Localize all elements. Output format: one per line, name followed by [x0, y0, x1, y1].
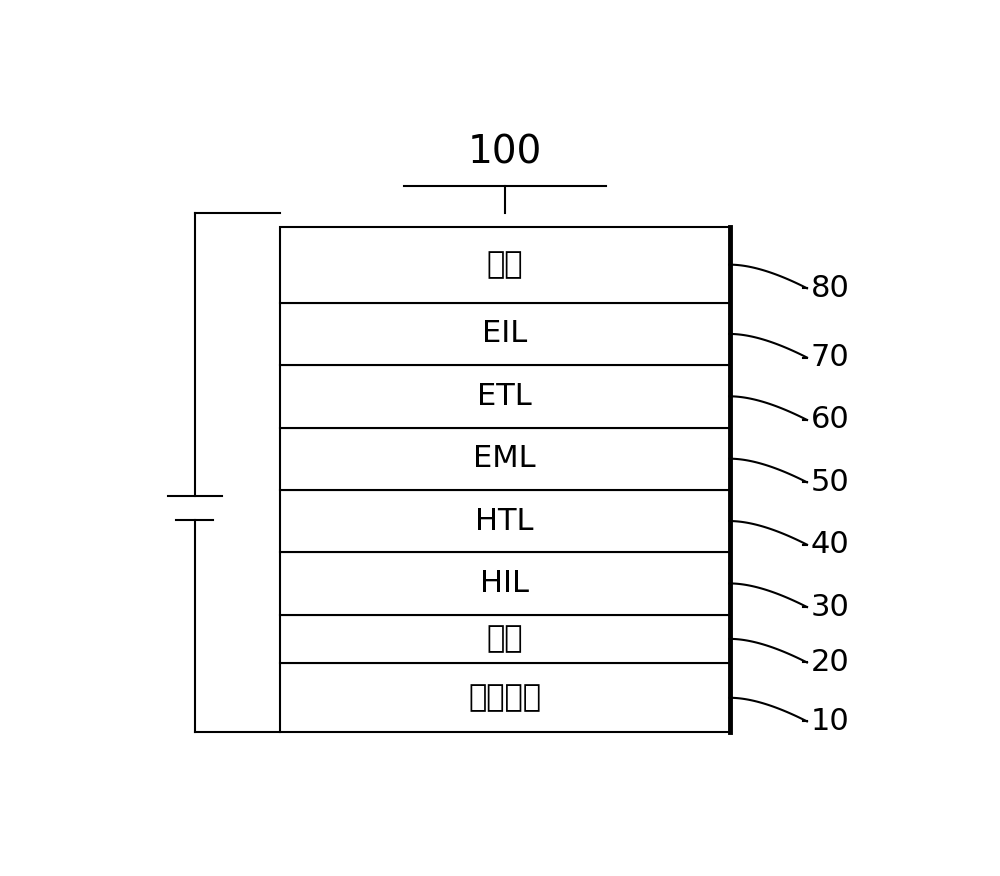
- Bar: [280, 365, 730, 427]
- Bar: [280, 427, 730, 490]
- Text: 30: 30: [811, 592, 850, 622]
- Text: 10: 10: [811, 707, 850, 736]
- Text: 80: 80: [811, 274, 850, 303]
- Bar: [280, 303, 730, 365]
- Bar: [280, 227, 730, 303]
- Text: 玻璃基板: 玻璃基板: [468, 683, 541, 712]
- Text: 阴极: 阴极: [486, 251, 523, 279]
- Text: ETL: ETL: [477, 382, 532, 411]
- Text: 40: 40: [811, 530, 850, 559]
- Text: EML: EML: [473, 444, 536, 473]
- Bar: [280, 552, 730, 615]
- Text: 阳极: 阳极: [486, 625, 523, 653]
- Text: 60: 60: [811, 406, 850, 434]
- Text: HTL: HTL: [476, 506, 534, 535]
- Text: 70: 70: [811, 343, 850, 372]
- Text: HIL: HIL: [480, 569, 529, 598]
- Text: EIL: EIL: [482, 320, 527, 349]
- Bar: [280, 615, 730, 663]
- Text: 20: 20: [811, 648, 850, 677]
- Text: 50: 50: [811, 468, 850, 497]
- Text: 100: 100: [468, 133, 542, 172]
- Bar: [280, 490, 730, 552]
- Bar: [280, 663, 730, 732]
